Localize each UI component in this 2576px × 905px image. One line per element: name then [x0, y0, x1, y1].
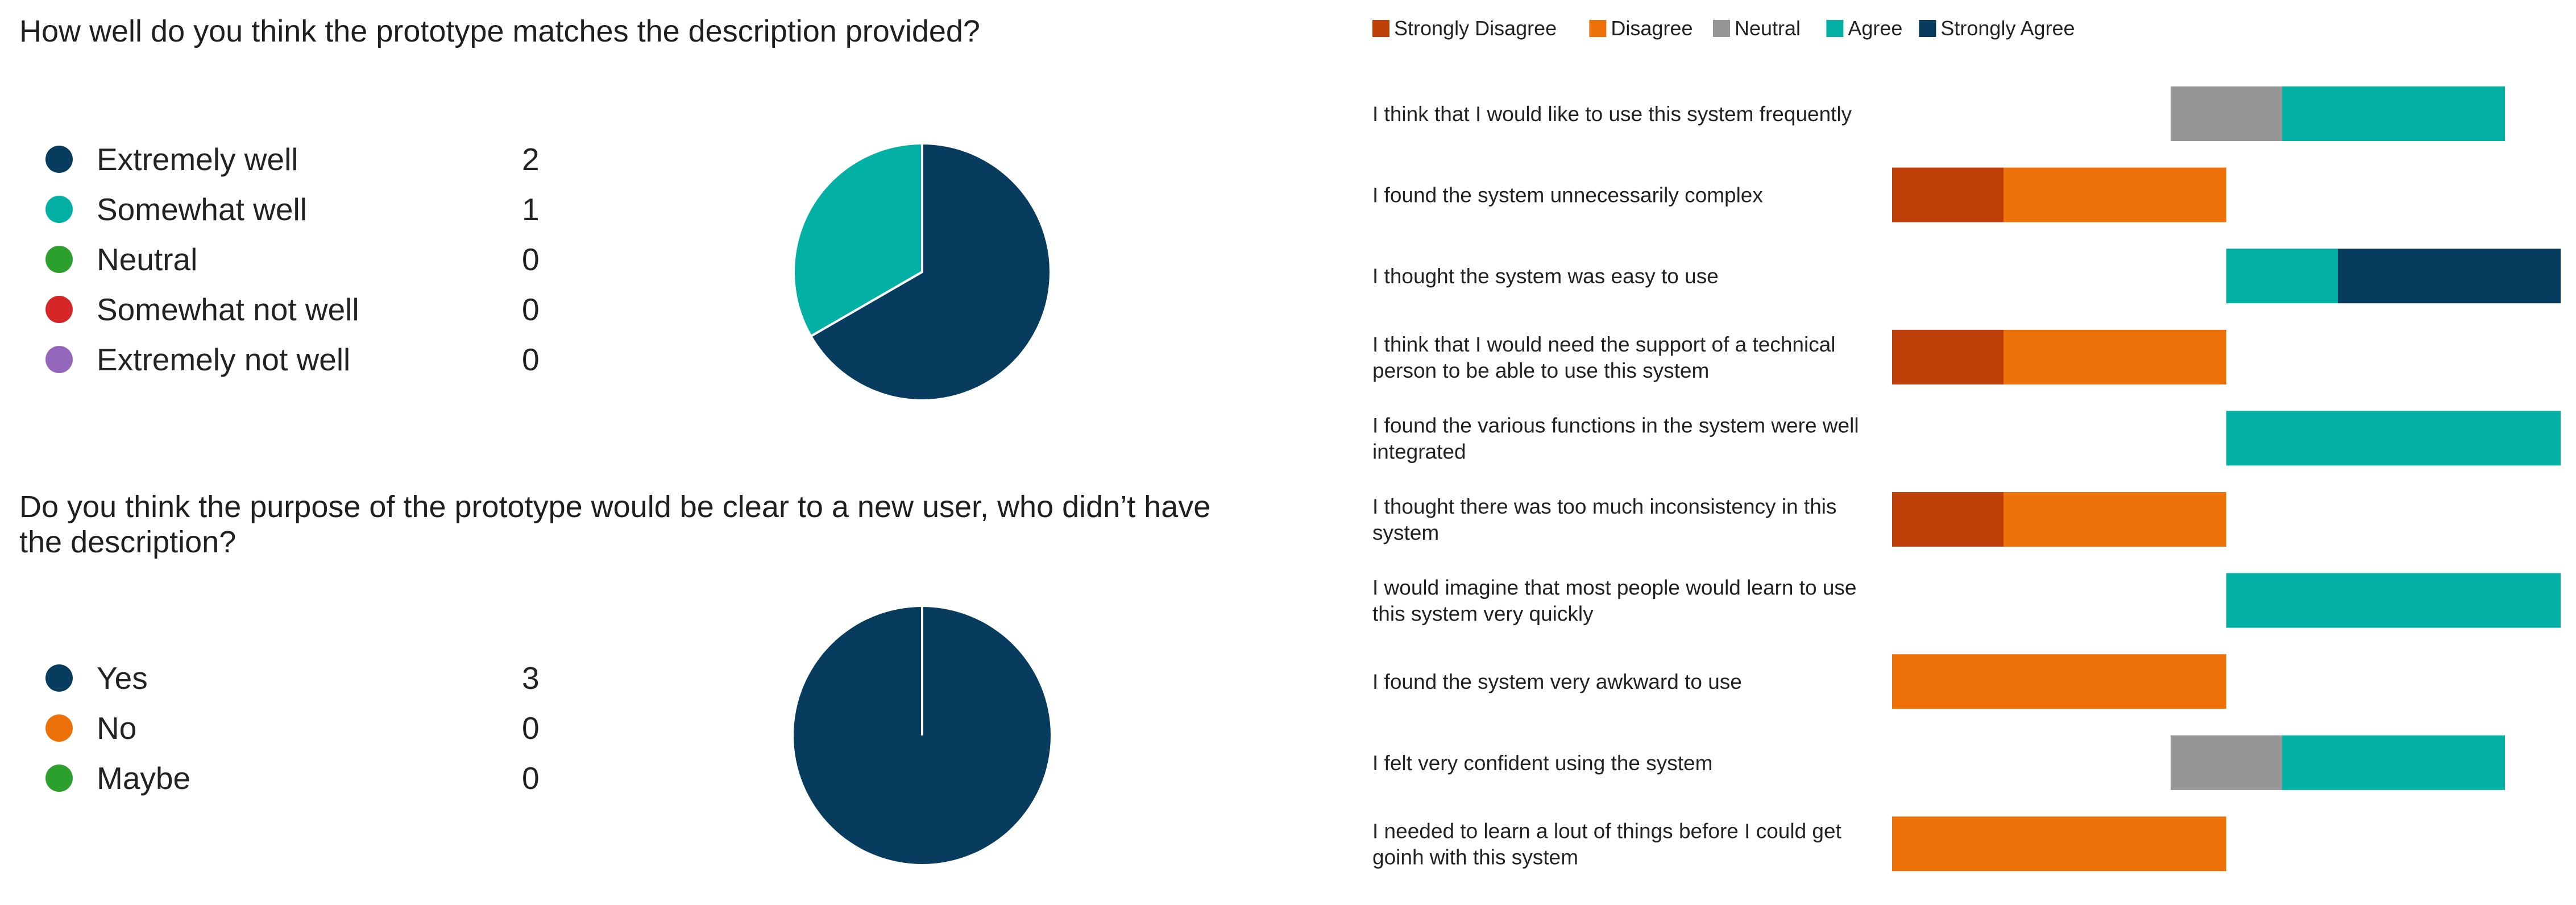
legend-swatch-icon	[1589, 20, 1607, 37]
legend-count: 3	[522, 660, 540, 696]
category-label-line: I felt very confident using the system	[1372, 751, 1712, 775]
legend-item: Strongly Agree	[1919, 16, 2075, 40]
legend-label: Disagree	[1611, 16, 1693, 40]
legend-label: Somewhat not well	[97, 292, 359, 327]
bar-segment-agree	[2226, 411, 2561, 466]
question-2-title: Do you think the purpose of the prototyp…	[19, 490, 1211, 559]
legend-item: Strongly Disagree	[1372, 16, 1557, 40]
bar-segment-disagree	[2003, 167, 2226, 222]
category-label-line: I needed to learn a lout of things befor…	[1372, 819, 1842, 842]
legend-label: Neutral	[1735, 16, 1801, 40]
legend-item: Extremely not well 0	[45, 341, 557, 391]
category-label: I found the system very awkward to use	[1372, 670, 1742, 693]
bar-segment-agree	[2282, 735, 2505, 790]
legend-label: Strongly Agree	[1940, 16, 2075, 40]
legend-dot-icon	[45, 765, 73, 792]
category-label: I thought the system was easy to use	[1372, 265, 1719, 288]
bar-segment-strongly-agree	[2338, 249, 2561, 304]
category-label-line: goinh with this system	[1372, 845, 1578, 869]
legend-count: 0	[522, 342, 540, 377]
bar-segment-disagree	[1892, 816, 2226, 871]
bar-segment-strongly-disagree	[1892, 492, 2003, 547]
category-label: I thought there was too much inconsisten…	[1372, 495, 1837, 544]
legend-swatch-icon	[1713, 20, 1730, 37]
legend-label: Neutral	[97, 242, 198, 277]
category-label: I found the system unnecessarily complex	[1372, 184, 1763, 207]
category-label-line: I thought there was too much inconsisten…	[1372, 495, 1837, 518]
legend-dot-icon	[45, 146, 73, 173]
category-label: I needed to learn a lout of things befor…	[1372, 819, 1842, 869]
category-label-line: I think that I would like to use this sy…	[1372, 102, 1852, 126]
bar-segment-disagree	[2003, 492, 2226, 547]
category-label-line: this system very quickly	[1372, 602, 1594, 626]
legend-label: Strongly Disagree	[1394, 16, 1557, 40]
bar-segment-strongly-disagree	[1892, 167, 2003, 222]
legend-count: 0	[522, 292, 540, 327]
legend-dot-icon	[45, 296, 73, 323]
category-label: I found the various functions in the sys…	[1372, 414, 1859, 463]
category-label-line: I found the system unnecessarily complex	[1372, 184, 1763, 207]
legend-dot-icon	[45, 664, 73, 692]
category-label-line: I think that I would need the support of…	[1372, 333, 1836, 356]
legend-item: Maybe 0	[45, 760, 557, 810]
question-2-legend: Yes 3 No 0 Maybe 0	[45, 660, 557, 810]
category-label: I felt very confident using the system	[1372, 751, 1712, 775]
question-1-title: How well do you think the prototype matc…	[19, 14, 980, 48]
category-label-line: I found the system very awkward to use	[1372, 670, 1742, 693]
legend-label: Yes	[97, 660, 148, 696]
legend-item: Yes 3	[45, 660, 557, 710]
question-1-legend: Extremely well 2 Somewhat well 1 Neutral 0 Som…	[45, 141, 557, 391]
bar-segment-neutral	[2171, 735, 2282, 790]
legend-dot-icon	[45, 714, 73, 742]
category-label: I think that I would like to use this sy…	[1372, 102, 1852, 126]
category-label-line: I would imagine that most people would l…	[1372, 576, 1857, 600]
bar-segment-strongly-disagree	[1892, 329, 2003, 385]
legend-item: Extremely well 2	[45, 141, 557, 191]
legend-swatch-icon	[1919, 20, 1936, 37]
category-label-line: integrated	[1372, 440, 1466, 463]
category-label: I think that I would need the support of…	[1372, 333, 1836, 382]
category-label-line: I found the various functions in the sys…	[1372, 414, 1859, 437]
legend-dot-icon	[45, 196, 73, 223]
question-1-pie-chart	[793, 142, 1052, 402]
question-2-pie-chart	[794, 607, 1051, 864]
category-label-line: person to be able to use this system	[1372, 359, 1709, 382]
likert-bar-chart: Strongly Disagree Disagree Neutral Agree Str…	[1372, 16, 2561, 871]
legend-item: Somewhat not well 0	[45, 291, 557, 341]
legend-count: 2	[522, 142, 540, 177]
bar-segment-agree	[2282, 86, 2505, 141]
legend-item: Somewhat well 1	[45, 191, 557, 241]
legend-count: 0	[522, 242, 540, 277]
legend-label: Somewhat well	[97, 192, 307, 227]
legend-swatch-icon	[1372, 20, 1389, 37]
legend-item: Agree	[1826, 16, 1902, 40]
legend-swatch-icon	[1826, 20, 1844, 37]
legend-label: Agree	[1848, 16, 1902, 40]
pie-slice-extremely-well	[809, 142, 1052, 402]
bar-segment-neutral	[2171, 86, 2282, 141]
legend-item: No 0	[45, 710, 557, 760]
legend-label: No	[97, 710, 137, 746]
legend-label: Maybe	[97, 761, 191, 796]
category-label-line: I thought the system was easy to use	[1372, 265, 1719, 288]
legend-item: Disagree	[1589, 16, 1693, 40]
bar-segment-agree	[2226, 249, 2338, 304]
legend-dot-icon	[45, 246, 73, 273]
legend-count: 1	[522, 192, 540, 227]
pie-slice-somewhat-well	[793, 142, 923, 338]
legend-item: Neutral	[1713, 16, 1801, 40]
legend-count: 0	[522, 761, 540, 796]
category-label: I would imagine that most people would l…	[1372, 576, 1857, 626]
legend-count: 0	[522, 710, 540, 746]
bar-segment-disagree	[2003, 329, 2226, 385]
category-label-line: system	[1372, 521, 1439, 544]
legend-label: Extremely not well	[97, 342, 351, 377]
legend-label: Extremely well	[97, 142, 298, 177]
legend-dot-icon	[45, 346, 73, 373]
bar-segment-agree	[2226, 573, 2561, 628]
bar-segment-disagree	[1892, 654, 2226, 709]
legend-item: Neutral 0	[45, 241, 557, 291]
